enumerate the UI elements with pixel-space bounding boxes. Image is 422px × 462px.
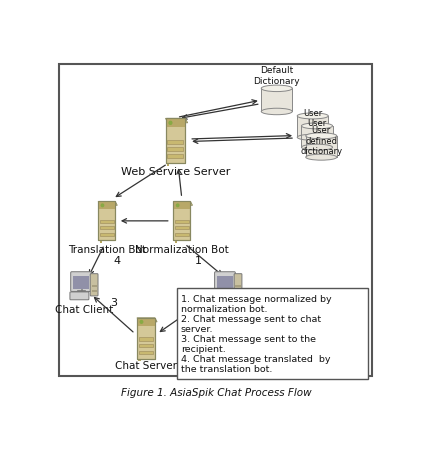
Bar xyxy=(235,285,241,287)
Text: 3: 3 xyxy=(110,298,117,308)
Text: 2. Chat message sent to chat: 2. Chat message sent to chat xyxy=(181,315,321,324)
Bar xyxy=(139,337,153,340)
Bar xyxy=(173,201,190,209)
FancyBboxPatch shape xyxy=(217,276,233,289)
Ellipse shape xyxy=(297,134,328,140)
Bar xyxy=(261,88,292,111)
FancyBboxPatch shape xyxy=(98,201,115,240)
Bar xyxy=(235,290,241,292)
FancyBboxPatch shape xyxy=(71,272,92,292)
Polygon shape xyxy=(98,201,117,205)
Text: Chat Client: Chat Client xyxy=(55,305,113,315)
FancyBboxPatch shape xyxy=(215,272,235,292)
FancyBboxPatch shape xyxy=(138,320,141,361)
Circle shape xyxy=(176,204,179,207)
Text: Chat Server: Chat Server xyxy=(115,361,177,371)
Bar xyxy=(137,318,155,326)
Circle shape xyxy=(101,204,104,207)
Bar xyxy=(100,220,114,223)
Polygon shape xyxy=(165,118,188,123)
FancyBboxPatch shape xyxy=(177,288,368,379)
Text: 2: 2 xyxy=(181,298,189,308)
Bar xyxy=(98,201,115,209)
Text: User
defined
dictionary: User defined dictionary xyxy=(300,126,342,156)
Text: normalization bot.: normalization bot. xyxy=(181,305,268,314)
Text: User: User xyxy=(307,119,327,128)
Ellipse shape xyxy=(261,85,292,91)
Text: Web Service Server: Web Service Server xyxy=(121,167,230,177)
FancyBboxPatch shape xyxy=(173,201,190,240)
Bar xyxy=(175,220,189,223)
FancyBboxPatch shape xyxy=(70,292,89,300)
Polygon shape xyxy=(137,318,157,322)
FancyBboxPatch shape xyxy=(73,276,89,289)
Text: Figure 1. AsiaSpik Chat Process Flow: Figure 1. AsiaSpik Chat Process Flow xyxy=(121,389,311,398)
Ellipse shape xyxy=(301,123,333,129)
Text: server.: server. xyxy=(181,325,214,334)
Text: Normalization Bot: Normalization Bot xyxy=(135,245,229,255)
Bar xyxy=(168,147,183,151)
Text: 1. Chat message normalized by: 1. Chat message normalized by xyxy=(181,295,332,304)
Bar xyxy=(175,232,189,236)
Text: 1: 1 xyxy=(195,255,202,266)
Ellipse shape xyxy=(306,154,337,160)
Polygon shape xyxy=(173,201,192,205)
Text: Chat Client: Chat Client xyxy=(199,305,257,315)
Text: Translation Bot: Translation Bot xyxy=(68,245,146,255)
Ellipse shape xyxy=(261,108,292,115)
FancyBboxPatch shape xyxy=(100,204,102,243)
Bar xyxy=(92,285,97,287)
FancyBboxPatch shape xyxy=(137,318,155,359)
FancyBboxPatch shape xyxy=(214,292,233,300)
Text: 3. Chat message sent to the: 3. Chat message sent to the xyxy=(181,334,316,344)
Bar xyxy=(306,136,337,157)
Text: the translation bot.: the translation bot. xyxy=(181,365,272,374)
Bar xyxy=(297,116,328,137)
FancyBboxPatch shape xyxy=(59,64,372,376)
Ellipse shape xyxy=(306,133,337,139)
Text: recipient.: recipient. xyxy=(181,345,226,353)
Circle shape xyxy=(140,321,143,323)
Bar xyxy=(165,118,185,128)
Bar xyxy=(168,154,183,158)
Bar xyxy=(175,226,189,230)
Bar xyxy=(139,351,153,354)
Text: 4: 4 xyxy=(113,256,120,267)
Circle shape xyxy=(169,122,172,124)
Bar xyxy=(139,344,153,347)
Text: User: User xyxy=(303,109,322,117)
Bar xyxy=(100,232,114,236)
FancyBboxPatch shape xyxy=(90,274,98,296)
Bar xyxy=(100,226,114,230)
Bar xyxy=(168,140,183,144)
Bar xyxy=(301,126,333,147)
Ellipse shape xyxy=(301,144,333,150)
FancyBboxPatch shape xyxy=(167,121,170,166)
Ellipse shape xyxy=(297,113,328,119)
FancyBboxPatch shape xyxy=(234,274,242,296)
Bar xyxy=(92,290,97,292)
FancyBboxPatch shape xyxy=(165,118,185,164)
FancyBboxPatch shape xyxy=(175,204,177,243)
Text: 4. Chat message translated  by: 4. Chat message translated by xyxy=(181,355,330,364)
Text: Default
Dictionary: Default Dictionary xyxy=(254,66,300,85)
